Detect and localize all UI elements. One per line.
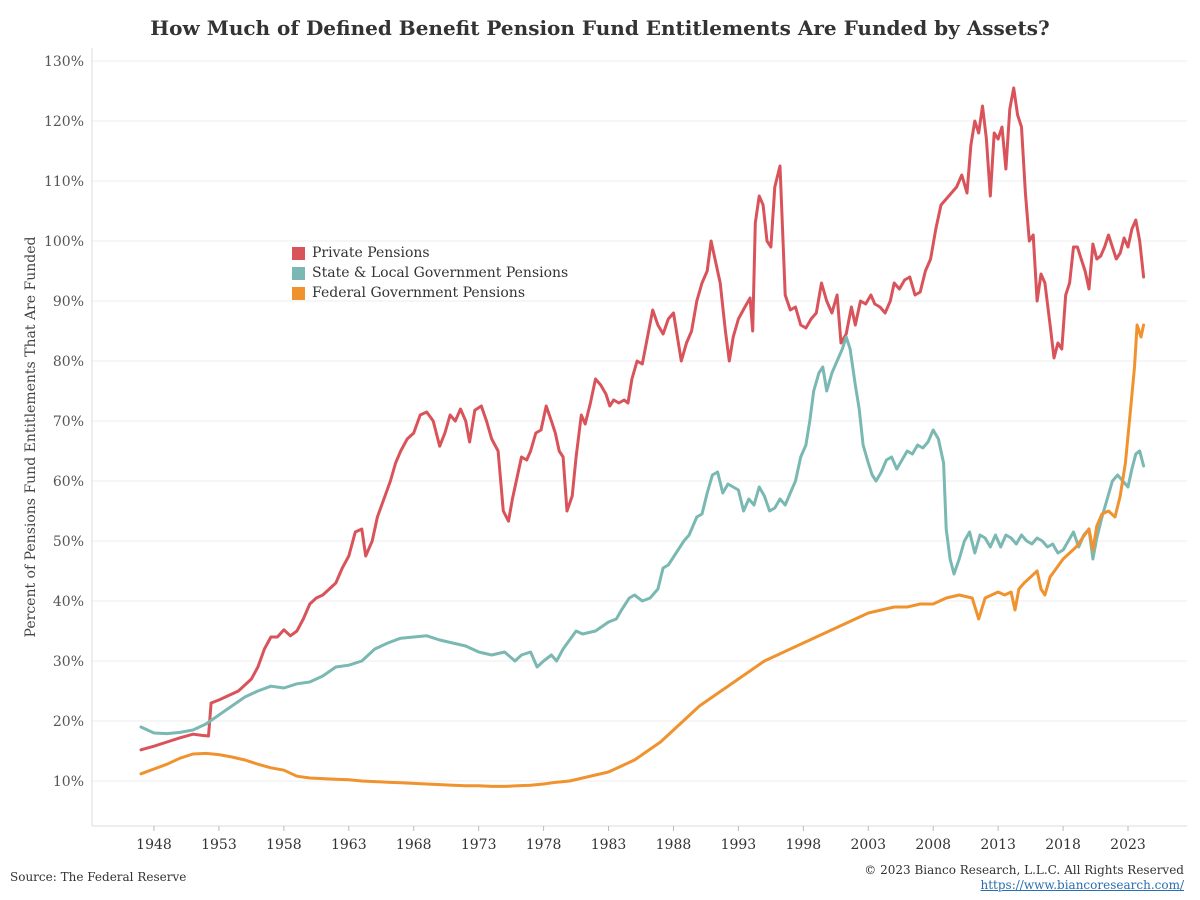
x-tick-labels: 1948 1953 1958 1963 1968 1973 1978 1983 1988 1993… xyxy=(136,837,1146,853)
legend-swatch-private xyxy=(292,246,305,260)
chart-title: How Much of Defined Benefit Pension Fund… xyxy=(150,16,1050,40)
copyright-note: © 2023 Bianco Research, L.L.C. All Right… xyxy=(864,863,1184,877)
x-tick-label: 1993 xyxy=(721,837,757,853)
y-tick-label: 40% xyxy=(53,594,84,610)
x-tick-label: 1948 xyxy=(136,837,172,853)
x-tick-label: 1968 xyxy=(396,837,432,853)
legend: Private Pensions State & Local Governmen… xyxy=(292,243,568,303)
legend-swatch-state-local xyxy=(292,266,305,280)
legend-label-federal: Federal Government Pensions xyxy=(312,285,526,301)
x-tick-label: 1998 xyxy=(786,837,822,853)
y-axis-label: Percent of Pensions Fund Entitlements Th… xyxy=(23,237,39,638)
y-tick-label: 80% xyxy=(53,354,84,370)
x-tick-label: 2023 xyxy=(1110,837,1146,853)
x-tick-label: 2018 xyxy=(1045,837,1081,853)
y-tick-label: 50% xyxy=(53,534,84,550)
x-tick-label: 2013 xyxy=(980,837,1016,853)
y-tick-label: 20% xyxy=(53,714,84,730)
legend-label-state-local: State & Local Government Pensions xyxy=(312,265,569,281)
x-tick-label: 1963 xyxy=(331,837,367,853)
series-line-federal xyxy=(139,323,1146,788)
series-lines xyxy=(139,86,1146,788)
series-line-private xyxy=(139,86,1146,752)
source-note: Source: The Federal Reserve xyxy=(10,870,187,884)
y-tick-labels: 10% 20% 30% 40% 50% 60% 70% 80% 90% 100% 110% 120% 1… xyxy=(44,54,84,790)
x-tick-label: 1953 xyxy=(201,837,237,853)
x-tick-label: 1973 xyxy=(461,837,497,853)
x-tick-label: 1983 xyxy=(591,837,627,853)
axes xyxy=(91,48,1187,831)
y-tick-label: 130% xyxy=(44,54,84,70)
x-tick-label: 2003 xyxy=(850,837,886,853)
series-line-state-local xyxy=(139,335,1146,736)
legend-swatch-federal xyxy=(292,286,305,300)
y-tick-label: 60% xyxy=(53,474,84,490)
y-tick-label: 120% xyxy=(44,114,84,130)
y-tick-label: 100% xyxy=(44,234,84,250)
legend-item-state-local: State & Local Government Pensions xyxy=(292,263,568,283)
x-tick-label: 1988 xyxy=(656,837,692,853)
y-tick-label: 90% xyxy=(53,294,84,310)
y-tick-label: 70% xyxy=(53,414,84,430)
gridlines xyxy=(92,60,1187,782)
legend-item-private: Private Pensions xyxy=(292,243,568,263)
x-tick-label: 1978 xyxy=(526,837,562,853)
y-tick-label: 30% xyxy=(53,654,84,670)
website-link[interactable]: https://www.biancoresearch.com/ xyxy=(980,878,1184,892)
y-tick-label: 110% xyxy=(44,174,84,190)
x-tick-label: 2008 xyxy=(915,837,951,853)
x-tick-label: 1958 xyxy=(266,837,302,853)
legend-item-federal: Federal Government Pensions xyxy=(292,283,568,303)
legend-label-private: Private Pensions xyxy=(312,245,430,261)
y-tick-label: 10% xyxy=(53,774,84,790)
